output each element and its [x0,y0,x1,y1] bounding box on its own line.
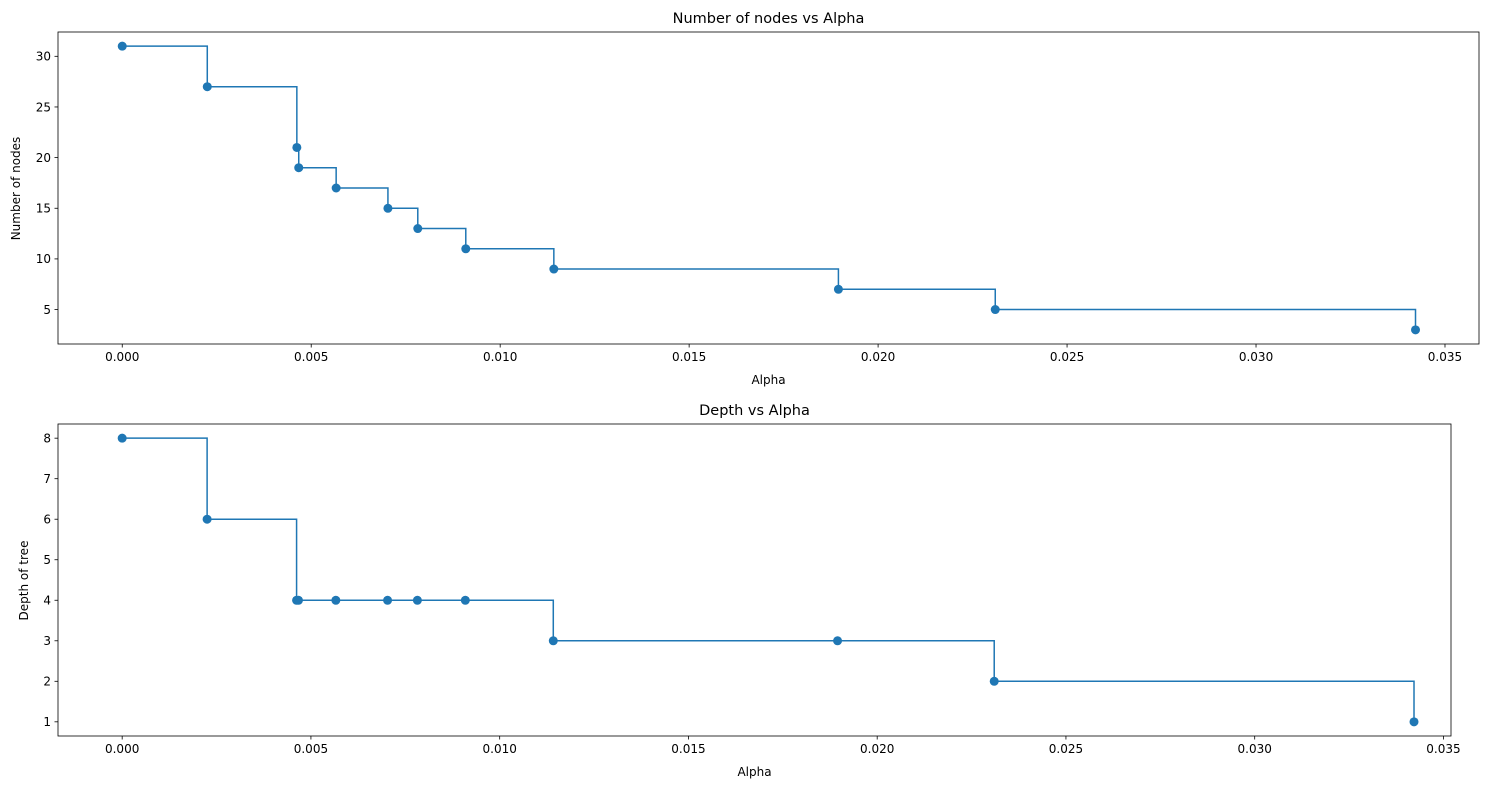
x-tick-label: 0.030 [1239,350,1273,364]
y-tick-label: 1 [43,715,51,729]
x-tick-label: 0.000 [105,742,139,756]
data-point [833,284,843,294]
x-tick-label: 0.015 [671,742,705,756]
y-tick-label: 7 [43,472,51,486]
x-tick-label: 0.015 [672,350,706,364]
data-point [1409,717,1419,727]
y-tick-label: 15 [36,202,51,216]
chart-title: Depth vs Alpha [699,403,810,419]
data-point [461,244,471,254]
y-tick-label: 6 [43,513,51,527]
y-tick-label: 4 [43,594,51,608]
data-point [117,41,127,51]
y-tick-label: 5 [43,553,51,567]
data-point [202,514,212,524]
plot-frame [57,423,1452,737]
data-point [549,264,559,274]
data-point [202,82,212,92]
x-tick-label: 0.035 [1426,742,1460,756]
x-tick-label: 0.010 [483,742,517,756]
x-tick-label: 0.020 [860,742,894,756]
x-tick-label: 0.025 [1050,350,1084,364]
y-axis-title: Depth of tree [17,541,31,621]
data-point [331,595,341,605]
x-tick-label: 0.000 [105,350,139,364]
plot-frame [57,31,1480,345]
data-point [383,203,393,213]
depth-vs-alpha-chart: Depth vs Alpha Alpha Depth of tree 0.000… [17,403,1461,779]
x-axis-title: Alpha [737,765,771,779]
y-tick-label: 20 [36,151,51,165]
data-point [548,636,558,646]
y-tick-label: 8 [43,431,51,445]
x-tick-label: 0.035 [1428,350,1462,364]
data-point [331,183,341,193]
data-point [989,676,999,686]
y-axis-title: Number of nodes [9,137,23,241]
x-tick-label: 0.025 [1049,742,1083,756]
x-tick-label: 0.005 [294,742,328,756]
data-point [1411,325,1421,335]
series-step-line [122,45,1417,330]
y-tick-label: 30 [36,50,51,64]
data-point [293,595,303,605]
x-tick-label: 0.010 [483,350,517,364]
y-tick-label: 2 [43,675,51,689]
data-point [990,305,1000,315]
y-tick-label: 5 [43,303,51,317]
data-point [294,163,304,173]
data-point [412,595,422,605]
data-point [117,433,127,443]
nodes-vs-alpha-chart: Number of nodes vs Alpha Alpha Number of… [9,11,1480,387]
x-tick-label: 0.005 [294,350,328,364]
y-tick-label: 3 [43,634,51,648]
data-point [413,224,423,234]
y-tick-label: 10 [36,252,51,266]
data-point [383,595,393,605]
data-point [833,636,843,646]
x-tick-label: 0.030 [1238,742,1272,756]
chart-title: Number of nodes vs Alpha [673,11,865,27]
data-point [292,142,302,152]
x-tick-label: 0.020 [861,350,895,364]
y-tick-label: 25 [36,100,51,114]
data-point [460,595,470,605]
x-axis-title: Alpha [751,373,785,387]
